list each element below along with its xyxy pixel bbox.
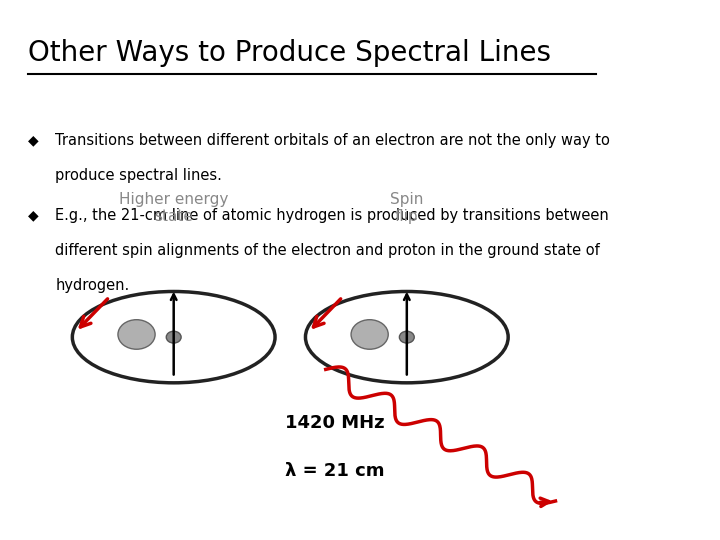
Text: Transitions between different orbitals of an electron are not the only way to: Transitions between different orbitals o… [55, 133, 611, 148]
Text: hydrogen.: hydrogen. [55, 278, 130, 293]
Text: ◆: ◆ [28, 133, 39, 147]
Text: Spin
flip: Spin flip [390, 192, 423, 224]
Text: produce spectral lines.: produce spectral lines. [55, 168, 222, 183]
Text: 1420 MHz: 1420 MHz [285, 414, 384, 432]
Text: ◆: ◆ [28, 208, 39, 222]
Text: Other Ways to Produce Spectral Lines: Other Ways to Produce Spectral Lines [28, 39, 552, 67]
Text: λ = 21 cm: λ = 21 cm [285, 462, 384, 481]
Text: different spin alignments of the electron and proton in the ground state of: different spin alignments of the electro… [55, 243, 600, 258]
Ellipse shape [351, 320, 388, 349]
Text: Higher energy
state: Higher energy state [119, 192, 228, 224]
Text: E.g., the 21-cm line of atomic hydrogen is produced by transitions between: E.g., the 21-cm line of atomic hydrogen … [55, 208, 609, 223]
Ellipse shape [400, 331, 414, 343]
Ellipse shape [166, 331, 181, 343]
Ellipse shape [118, 320, 155, 349]
